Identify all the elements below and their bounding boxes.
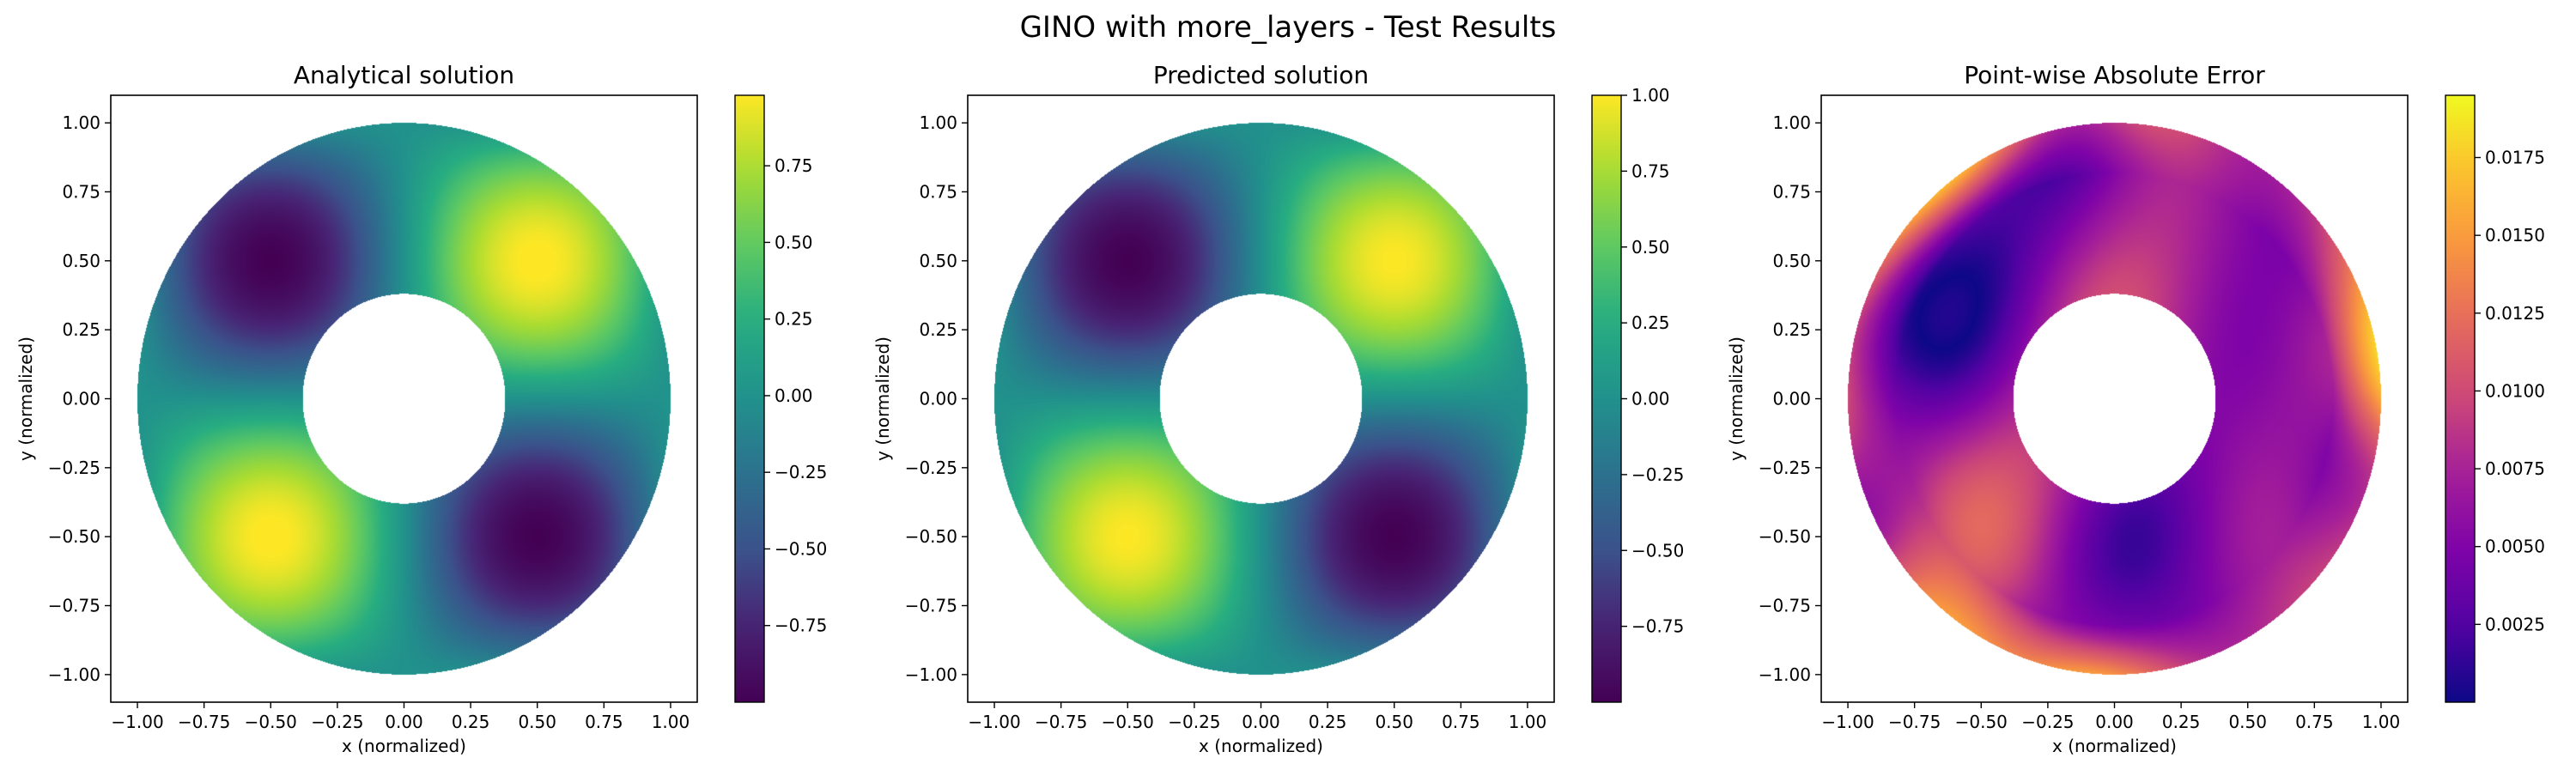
- y-tick-label: 0.75: [62, 181, 100, 202]
- colorbar: [734, 94, 765, 703]
- x-tick-label: −0.50: [1955, 712, 2008, 732]
- y-axis-label: y (normalized): [1726, 336, 1747, 461]
- y-tick-label: −0.75: [905, 596, 957, 616]
- x-tick-label: 0.50: [1375, 712, 1413, 732]
- x-tick-label: −0.50: [1102, 712, 1154, 732]
- x-tick-label: −0.75: [178, 712, 230, 732]
- y-tick-label: 0.75: [1772, 181, 1811, 202]
- colorbar-tick-label: 0.75: [775, 155, 813, 176]
- chart-panel: −1.00 −0.75 −0.50 −0.25 0.00 0.25 0.50 0.75 1.00…: [1726, 61, 2545, 756]
- x-tick-label: −1.00: [1821, 712, 1874, 732]
- heatmap-field: [968, 95, 1554, 702]
- x-tick-label: 0.25: [452, 712, 490, 732]
- y-tick-label: 0.50: [62, 251, 100, 271]
- colorbar-tick-label: −0.25: [775, 462, 827, 482]
- y-tick-label: −0.25: [1759, 458, 1811, 478]
- figure-suptitle: GINO with more_layers - Test Results: [1020, 10, 1557, 45]
- panel-title: Predicted solution: [1153, 61, 1369, 89]
- y-tick-label: 0.50: [919, 251, 957, 271]
- y-tick-label: −0.75: [1759, 596, 1811, 616]
- colorbar-tick-label: −0.25: [1631, 464, 1684, 485]
- colorbar-tick-label: −0.75: [775, 615, 827, 636]
- x-tick-label: 0.00: [2095, 712, 2134, 732]
- y-tick-label: −0.75: [48, 596, 100, 616]
- y-axis-label: y (normalized): [15, 336, 36, 461]
- x-tick-label: −0.50: [245, 712, 297, 732]
- x-tick-label: 0.25: [1309, 712, 1347, 732]
- y-tick-label: −0.50: [1759, 526, 1811, 547]
- x-tick-label: 0.75: [2295, 712, 2334, 732]
- y-tick-label: −0.50: [905, 526, 957, 547]
- y-axis-label: y (normalized): [872, 336, 893, 461]
- x-tick-label: 1.00: [2362, 712, 2401, 732]
- x-tick-label: 0.50: [2228, 712, 2267, 732]
- x-tick-label: −0.25: [2021, 712, 2074, 732]
- x-tick-label: 1.00: [652, 712, 690, 732]
- x-tick-label: −1.00: [111, 712, 163, 732]
- colorbar-tick-label: 0.0100: [2485, 380, 2545, 401]
- y-tick-label: −0.25: [905, 458, 957, 478]
- y-tick-label: 1.00: [62, 112, 100, 133]
- x-axis-label: x (normalized): [1199, 736, 1323, 756]
- y-tick-label: 0.75: [919, 181, 957, 202]
- x-tick-label: −0.75: [1888, 712, 1941, 732]
- colorbar-tick-label: −0.50: [1631, 540, 1684, 561]
- panels: −1.00 −0.75 −0.50 −0.25 0.00 0.25 0.50 0.75 1.00…: [15, 61, 2545, 756]
- panel-title: Analytical solution: [294, 61, 514, 89]
- y-tick-label: −0.25: [48, 458, 100, 478]
- x-tick-label: 0.75: [1442, 712, 1480, 732]
- x-tick-label: −0.25: [1168, 712, 1220, 732]
- x-tick-label: −0.25: [311, 712, 363, 732]
- colorbar-tick-label: −0.50: [775, 538, 827, 559]
- chart-panel: −1.00 −0.75 −0.50 −0.25 0.00 0.25 0.50 0.75 1.00…: [15, 61, 827, 756]
- heatmap-field: [111, 95, 697, 702]
- colorbar-tick-label: 0.0025: [2485, 614, 2545, 634]
- colorbar-tick-label: 0.0050: [2485, 537, 2545, 557]
- heatmap-field: [1821, 95, 2408, 702]
- colorbar-tick-label: 0.00: [775, 385, 813, 406]
- colorbar-tick-label: 0.50: [1631, 237, 1670, 258]
- y-tick-label: 1.00: [919, 112, 957, 133]
- y-tick-label: −1.00: [905, 664, 957, 685]
- x-tick-label: 0.00: [385, 712, 423, 732]
- x-tick-label: 0.50: [518, 712, 556, 732]
- y-tick-label: 0.50: [1772, 251, 1811, 271]
- panel-title: Point-wise Absolute Error: [1964, 61, 2265, 89]
- x-tick-label: 0.00: [1242, 712, 1280, 732]
- y-tick-label: −1.00: [1759, 664, 1811, 685]
- y-tick-label: 0.25: [919, 319, 957, 340]
- colorbar-tick-label: 0.25: [775, 309, 813, 330]
- colorbar-tick-label: 1.00: [1631, 85, 1670, 106]
- colorbar-tick-label: 0.0125: [2485, 303, 2545, 324]
- colorbar-tick-label: 0.50: [775, 232, 813, 252]
- colorbar-tick-label: 0.0075: [2485, 458, 2545, 479]
- chart-panel: −1.00 −0.75 −0.50 −0.25 0.00 0.25 0.50 0.75 1.00…: [872, 61, 1684, 756]
- y-tick-label: 0.25: [62, 319, 100, 340]
- x-tick-label: 1.00: [1509, 712, 1547, 732]
- y-tick-label: 0.00: [1772, 389, 1811, 409]
- colorbar-tick-label: 0.0150: [2485, 225, 2545, 246]
- x-tick-label: 0.25: [2162, 712, 2201, 732]
- y-tick-label: −1.00: [48, 664, 100, 685]
- x-axis-label: x (normalized): [2052, 736, 2177, 756]
- y-tick-label: −0.50: [48, 526, 100, 547]
- x-tick-label: −0.75: [1035, 712, 1087, 732]
- colorbar-tick-label: 0.00: [1631, 389, 1670, 409]
- colorbar-tick-label: 0.75: [1631, 161, 1670, 181]
- y-tick-label: 0.25: [1772, 319, 1811, 340]
- x-tick-label: −1.00: [968, 712, 1020, 732]
- x-axis-label: x (normalized): [342, 736, 466, 756]
- y-tick-label: 0.00: [62, 389, 100, 409]
- colorbar-tick-label: 0.0175: [2485, 148, 2545, 168]
- y-tick-label: 0.00: [919, 389, 957, 409]
- y-tick-label: 1.00: [1772, 112, 1811, 133]
- x-tick-label: 0.75: [585, 712, 623, 732]
- colorbar-tick-label: −0.75: [1631, 616, 1684, 637]
- colorbar: [1591, 94, 1622, 703]
- colorbar: [2445, 94, 2476, 703]
- colorbar-tick-label: 0.25: [1631, 312, 1670, 333]
